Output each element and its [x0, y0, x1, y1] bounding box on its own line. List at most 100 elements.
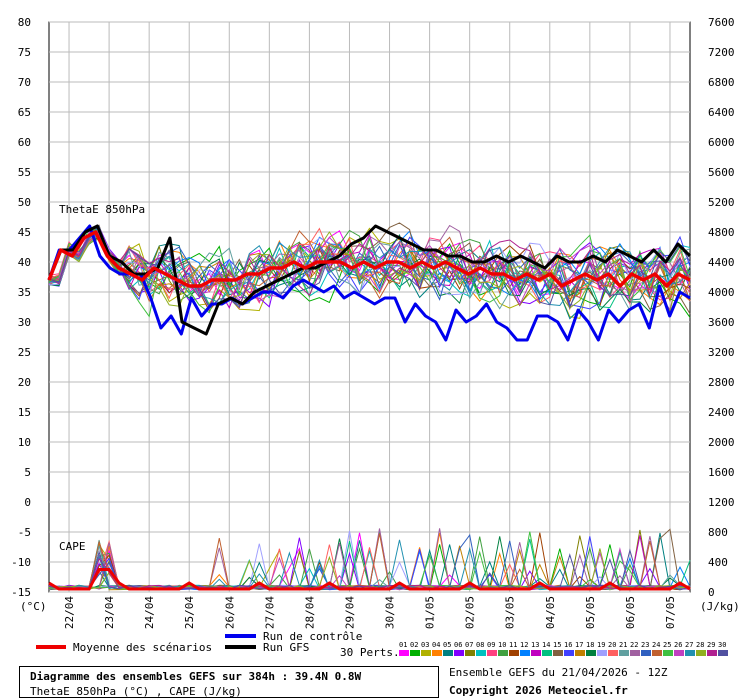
pert-swatch: [531, 650, 541, 656]
x-tick-label: 27/04: [263, 596, 276, 629]
pert-number: 17: [575, 641, 583, 649]
pert-swatch: [498, 650, 508, 656]
pert-swatch: [564, 650, 574, 656]
pert-swatch: [454, 650, 464, 656]
left-tick-label: 35: [18, 286, 31, 299]
pert-swatch: [443, 650, 453, 656]
pert-swatch: [652, 650, 662, 656]
pert-swatch: [608, 650, 618, 656]
legend-mean-label: Moyenne des scénarios: [73, 641, 212, 654]
pert-number: 27: [685, 641, 693, 649]
right-tick-label: 7600: [708, 16, 735, 29]
pert-number: 10: [498, 641, 506, 649]
pert-swatch: [421, 650, 431, 656]
pert-swatch: [707, 650, 717, 656]
right-tick-label: 2800: [708, 376, 735, 389]
pert-number: 18: [586, 641, 594, 649]
pert-swatch: [410, 650, 420, 656]
pert-swatch: [696, 650, 706, 656]
perturbation-cape-line: [48, 532, 691, 591]
left-tick-label: 75: [18, 46, 31, 59]
right-axis-unit: (J/kg): [700, 600, 740, 613]
perturbation-line: [48, 227, 691, 310]
pert-swatch: [542, 650, 552, 656]
left-tick-label: 70: [18, 76, 31, 89]
perturbation-cape-line: [48, 532, 691, 591]
perturbation-line: [48, 228, 691, 318]
plot-frame: [48, 21, 691, 593]
left-tick-label: 30: [18, 316, 31, 329]
pert-swatch: [575, 650, 585, 656]
legend-perts-label: 30 Perts.: [340, 646, 400, 659]
pert-number: 08: [476, 641, 484, 649]
perturbation-cape-line: [48, 530, 691, 591]
pert-swatch: [487, 650, 497, 656]
x-tick-label: 23/04: [103, 596, 116, 629]
legend-gfs-label: Run GFS: [263, 641, 309, 654]
control-run-line: [47, 224, 691, 342]
left-tick-label: 80: [18, 16, 31, 29]
left-tick-label: 55: [18, 166, 31, 179]
right-tick-label: 2400: [708, 406, 735, 419]
mean-line: [47, 230, 691, 288]
pert-number: 02: [410, 641, 418, 649]
pert-swatch: [619, 650, 629, 656]
x-tick-label: 28/04: [303, 596, 316, 629]
right-tick-label: 4000: [708, 286, 735, 299]
pert-swatch: [476, 650, 486, 656]
pert-swatch: [674, 650, 684, 656]
left-axis-unit: (°C): [20, 600, 47, 613]
legend-control-label: Run de contrôle: [263, 630, 362, 643]
pert-number: 12: [520, 641, 528, 649]
cape-panel-label: CAPE: [59, 540, 86, 553]
pert-swatch: [465, 650, 475, 656]
perturbation-cape-line: [48, 531, 691, 591]
right-tick-label: 6000: [708, 136, 735, 149]
pert-number: 25: [663, 641, 671, 649]
pert-swatch: [685, 650, 695, 656]
pert-number: 06: [454, 641, 462, 649]
right-tick-label: 3200: [708, 346, 735, 359]
x-tick-label: 25/04: [183, 596, 196, 629]
chart-subtitle: ThetaE 850hPa (°C) , CAPE (J/kg): [30, 685, 242, 698]
right-tick-label: 6800: [708, 76, 735, 89]
pert-number: 15: [553, 641, 561, 649]
pert-number: 05: [443, 641, 451, 649]
pert-number: 23: [641, 641, 649, 649]
left-tick-label: 0: [24, 496, 31, 509]
right-tick-label: 7200: [708, 46, 735, 59]
pert-number: 01: [399, 641, 407, 649]
pert-number: 13: [531, 641, 539, 649]
pert-swatch: [553, 650, 563, 656]
mean-cape-line: [48, 568, 691, 591]
x-tick-label: 03/05: [504, 596, 517, 629]
right-tick-label: 1200: [708, 496, 735, 509]
left-tick-label: 20: [18, 376, 31, 389]
x-tick-label: 04/05: [544, 596, 557, 629]
pert-number: 22: [630, 641, 638, 649]
pert-number: 21: [619, 641, 627, 649]
pert-number: 03: [421, 641, 429, 649]
right-tick-label: 0: [708, 586, 715, 599]
x-tick-label: 07/05: [664, 596, 677, 629]
pert-swatch: [641, 650, 651, 656]
thetae-panel-label: ThetaE 850hPa: [59, 203, 145, 216]
pert-swatch: [597, 650, 607, 656]
pert-number: 14: [542, 641, 550, 649]
info-box: Diagramme des ensembles GEFS sur 384h : …: [19, 666, 439, 698]
right-tick-label: 2000: [708, 436, 735, 449]
pert-swatch: [432, 650, 442, 656]
left-tick-label: 15: [18, 406, 31, 419]
right-tick-label: 4400: [708, 256, 735, 269]
pert-number: 20: [608, 641, 616, 649]
right-tick-label: 5600: [708, 166, 735, 179]
pert-swatch: [509, 650, 519, 656]
left-tick-label: 10: [18, 436, 31, 449]
left-tick-label: 65: [18, 106, 31, 119]
pert-number: 16: [564, 641, 572, 649]
run-info: Ensemble GEFS du 21/04/2026 - 12Z: [449, 666, 668, 679]
pert-swatch: [718, 650, 728, 656]
pert-swatch: [586, 650, 596, 656]
left-tick-label: -5: [18, 526, 31, 539]
